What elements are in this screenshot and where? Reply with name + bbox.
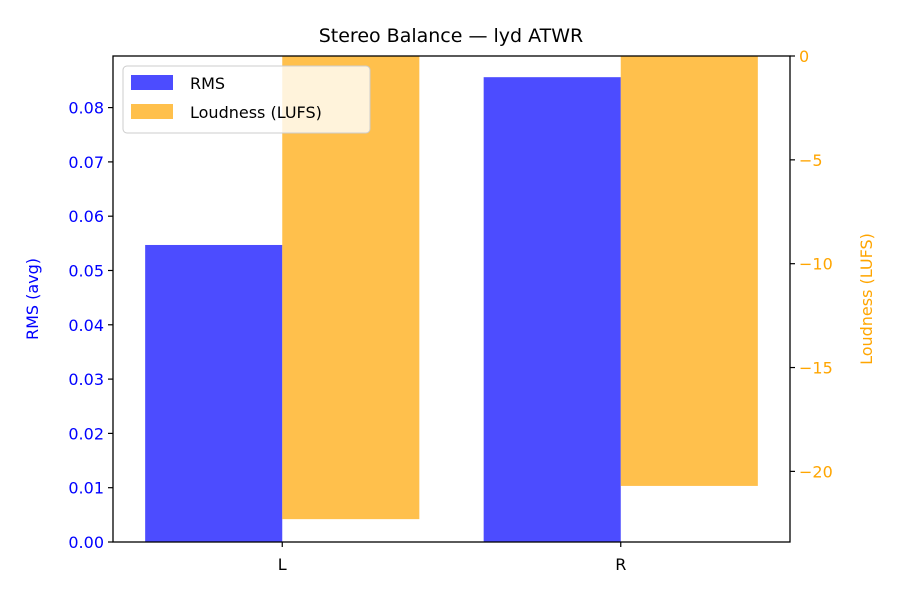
left-y-tick-label: 0.00 bbox=[68, 533, 104, 552]
legend-swatch bbox=[131, 75, 173, 90]
chart-title: Stereo Balance — lyd ATWR bbox=[319, 25, 584, 47]
right-y-tick-label: −15 bbox=[799, 359, 833, 378]
left-y-tick-label: 0.08 bbox=[68, 99, 104, 118]
left-y-tick-label: 0.02 bbox=[68, 424, 104, 443]
left-y-tick-label: 0.07 bbox=[68, 153, 104, 172]
legend: RMS Loudness (LUFS) bbox=[122, 65, 371, 134]
legend-label: RMS bbox=[190, 74, 225, 93]
x-tick-label: R bbox=[615, 555, 626, 574]
right-y-tick-label: 0 bbox=[799, 47, 809, 66]
x-tick-label: L bbox=[278, 555, 287, 574]
right-y-tick-label: −20 bbox=[799, 462, 833, 481]
left-y-axis-label: RMS (avg) bbox=[23, 258, 42, 340]
left-y-tick-label: 0.03 bbox=[68, 370, 104, 389]
left-y-tick-label: 0.01 bbox=[68, 479, 104, 498]
plot-frame bbox=[112, 55, 791, 543]
left-y-tick-label: 0.05 bbox=[68, 261, 104, 280]
left-y-axis: 0.00 0.01 0.02 0.03 0.04 0.05 0.06 0.07 0.08 bbox=[68, 99, 113, 552]
right-y-axis: 0 −5 −10 −15 −20 bbox=[790, 47, 833, 481]
legend-label: Loudness (LUFS) bbox=[190, 103, 322, 122]
left-y-tick-label: 0.04 bbox=[68, 316, 104, 335]
bar-loudness-r bbox=[620, 56, 758, 486]
left-y-tick-label: 0.06 bbox=[68, 207, 104, 226]
right-y-tick-label: −5 bbox=[799, 151, 823, 170]
bar-rms-r bbox=[483, 77, 621, 543]
bar-rms-l bbox=[145, 244, 283, 542]
right-y-axis-label: Loudness (LUFS) bbox=[857, 233, 876, 365]
legend-box bbox=[122, 65, 371, 134]
right-y-tick-label: −10 bbox=[799, 255, 833, 274]
bars-group bbox=[145, 56, 758, 543]
legend-swatch bbox=[131, 104, 173, 119]
